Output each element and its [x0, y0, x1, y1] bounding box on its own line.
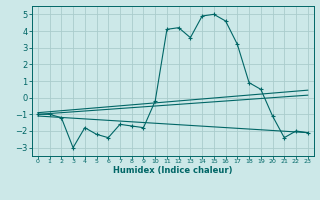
- X-axis label: Humidex (Indice chaleur): Humidex (Indice chaleur): [113, 166, 233, 175]
